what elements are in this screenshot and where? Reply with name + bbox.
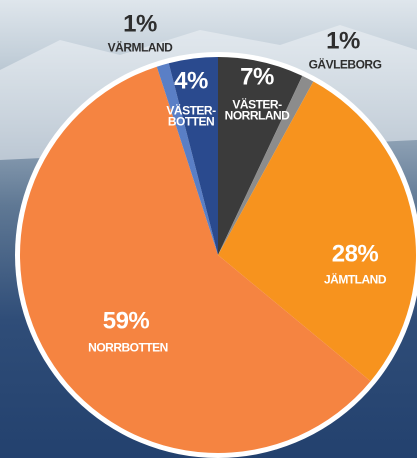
pie-slice [156,63,218,255]
category-label: GÄVLEBORG [308,57,382,72]
pie-slice [19,66,371,454]
pie-slice [218,75,314,256]
value-label: 4% [174,67,208,95]
pie-slice [218,81,416,382]
value-label: 1% [123,10,157,38]
value-label: 28% [331,240,379,268]
pie-slice [168,57,218,255]
pie-slice [218,57,303,255]
category-label: NORRBOTTEN [88,340,168,355]
category-label: VÄRMLAND [107,40,173,55]
category-label: VÄSTER- NORRLAND [224,97,290,123]
value-label: 59% [102,307,150,335]
category-label: VÄSTER- BOTTEN [166,103,216,129]
value-label: 7% [240,63,274,91]
category-label: JÄMTLAND [324,272,387,287]
value-label: 1% [326,27,360,55]
